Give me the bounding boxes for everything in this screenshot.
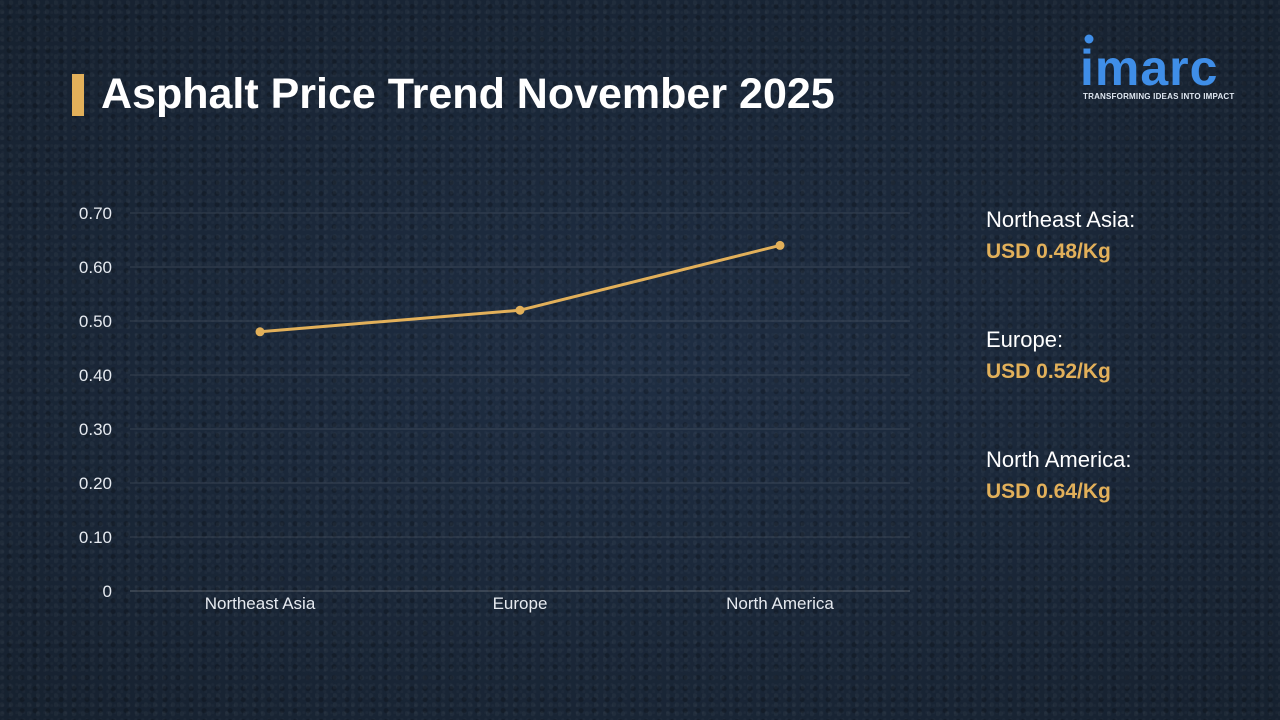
data-point [515,305,525,315]
series-price [255,240,785,337]
imarc-logo: imarc TRANSFORMING IDEAS INTO IMPACT [1080,30,1250,110]
summary-price-value: USD 0.48/Kg [986,240,1111,263]
data-point [775,240,785,250]
y-tick-label: 0.20 [79,474,112,493]
chart-canvas: 0 0.10 0.20 0.30 0.40 0.50 0.60 0.70 Northeast … [79,204,910,613]
y-axis-ticks: 0 0.10 0.20 0.30 0.40 0.50 0.60 0.70 [79,204,112,601]
page-title: Asphalt Price Trend November 2025 [101,70,835,118]
grid-lines [130,212,910,592]
logo-dot-icon [1084,34,1094,44]
summary-region-label: Northeast Asia: [986,207,1136,232]
y-tick-label: 0.10 [79,528,112,547]
summary-price-value: USD 0.64/Kg [986,480,1111,503]
series-line [259,243,781,334]
x-category-label: North America [726,594,834,613]
summary-europe: Europe: USD 0.52/Kg [986,325,1256,445]
y-tick-label: 0.70 [79,204,112,223]
summary-north-america: North America: USD 0.64/Kg [986,445,1256,565]
y-tick-label: 0.60 [79,258,112,277]
x-category-label: Europe [493,594,548,613]
summary-northeast-asia: Northeast Asia: USD 0.48/Kg [986,205,1256,325]
y-tick-label: 0 [103,582,112,601]
summary-price-value: USD 0.52/Kg [986,360,1111,383]
summary-region-label: Europe: [986,327,1064,352]
logo-tagline: TRANSFORMING IDEAS INTO IMPACT [1083,92,1235,101]
logo-wordmark: imarc [1080,40,1219,96]
price-summary-panel: Northeast Asia: USD 0.48/Kg Europe: USD … [986,205,1256,565]
y-tick-label: 0.40 [79,366,112,385]
title-accent-bar [72,74,84,116]
data-point [255,327,265,337]
y-tick-label: 0.50 [79,312,112,331]
x-axis-categories: Northeast Asia Europe North America [205,594,835,613]
price-line-chart: 0 0.10 0.20 0.30 0.40 0.50 0.60 0.70 Northeast … [60,195,930,630]
summary-region-label: North America: [986,447,1132,472]
x-category-label: Northeast Asia [205,594,316,613]
y-tick-label: 0.30 [79,420,112,439]
